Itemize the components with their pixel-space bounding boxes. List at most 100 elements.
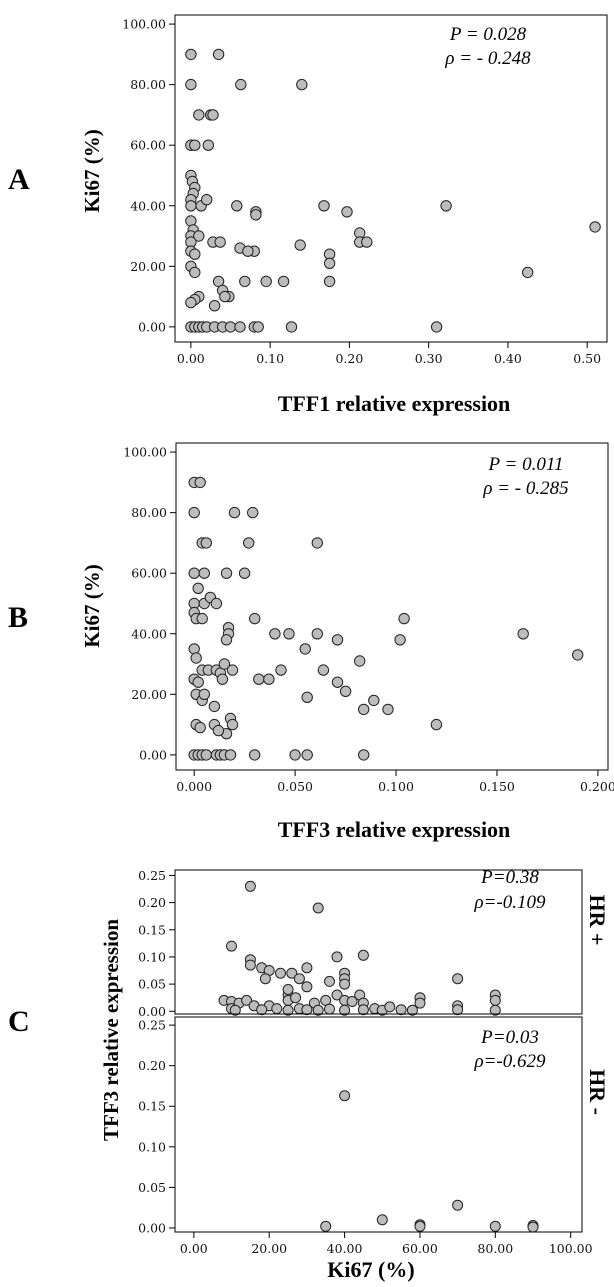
panel-c-top-plot-frame	[174, 869, 583, 1015]
data-point	[489, 1004, 501, 1016]
data-point	[430, 321, 443, 333]
data-point	[188, 506, 200, 519]
data-point	[285, 321, 298, 333]
data-point	[263, 673, 275, 685]
panel-c-bottom-points	[320, 1090, 539, 1233]
data-point	[358, 749, 370, 761]
data-point	[220, 634, 233, 646]
data-point	[198, 688, 211, 700]
data-point	[193, 230, 205, 242]
data-point	[354, 655, 366, 667]
panel-b-points	[188, 476, 584, 761]
data-point	[398, 612, 410, 625]
data-point	[589, 221, 601, 233]
data-point	[312, 902, 324, 914]
data-point	[208, 700, 221, 713]
data-point	[522, 266, 534, 279]
data-point	[376, 1214, 388, 1226]
y-tick-label: 0.00	[139, 747, 167, 762]
y-tick-label: 0.00	[138, 1004, 166, 1019]
panel-c-hr-positive-label: HR +	[585, 894, 610, 945]
x-tick-label: 0.200	[580, 779, 614, 794]
panel-a-y-label: Ki67 (%)	[80, 129, 104, 212]
data-point	[430, 718, 443, 731]
data-point	[289, 749, 301, 761]
data-point	[414, 1220, 426, 1232]
data-point	[317, 664, 330, 676]
data-point	[244, 880, 256, 892]
panel-c-y-label: TFF3 relative expression	[99, 919, 123, 1141]
data-point	[311, 628, 323, 640]
data-point	[220, 567, 233, 579]
panel-c-hr-negative-label: HR -	[585, 1069, 610, 1115]
y-tick-label: 0.10	[138, 1139, 166, 1154]
data-point	[346, 996, 358, 1007]
y-tick-label: 20.00	[130, 259, 166, 274]
data-point	[527, 1221, 539, 1233]
data-point	[198, 567, 211, 579]
y-tick-label: 40.00	[131, 626, 167, 641]
y-tick-label: 80.00	[130, 77, 166, 92]
y-tick-label: 0.10	[138, 949, 166, 964]
data-point	[358, 703, 370, 716]
data-point	[320, 1220, 332, 1232]
data-point	[244, 959, 256, 971]
x-tick-label: 40.00	[327, 1241, 363, 1256]
panel-a-points	[185, 48, 601, 333]
data-point	[234, 321, 246, 333]
data-point	[207, 109, 219, 121]
data-point	[293, 973, 305, 985]
y-tick-label: 0.20	[138, 1058, 166, 1073]
data-point	[212, 48, 225, 61]
data-point	[286, 967, 298, 979]
data-point	[296, 78, 308, 91]
data-point	[200, 749, 213, 761]
data-point	[239, 275, 251, 288]
panel-c-x-label: Ki67 (%)	[327, 1257, 414, 1282]
data-point	[202, 139, 215, 151]
data-point	[256, 1004, 268, 1016]
data-point	[452, 1199, 464, 1211]
data-point	[301, 691, 313, 703]
data-point	[290, 992, 302, 1004]
data-point	[228, 506, 241, 519]
y-tick-label: 0.00	[138, 319, 166, 334]
x-tick-label: 0.00	[177, 351, 205, 366]
data-point	[238, 567, 251, 579]
data-point	[331, 634, 344, 646]
y-tick-label: 20.00	[131, 687, 167, 702]
panel-a-plot-frame	[174, 14, 608, 343]
data-point	[283, 628, 295, 640]
x-tick-label: 0.000	[176, 779, 212, 794]
data-point	[395, 1004, 407, 1016]
data-point	[210, 597, 223, 610]
data-point	[406, 1004, 418, 1016]
data-point	[384, 1001, 396, 1013]
data-point	[250, 209, 262, 221]
data-point	[200, 537, 213, 549]
data-point	[414, 997, 426, 1009]
data-point	[282, 1004, 294, 1016]
panel-b-letter: B	[8, 601, 28, 634]
y-tick-label: 0.00	[138, 1220, 166, 1235]
data-point	[301, 749, 313, 761]
panel-c-bottom-plot-frame	[174, 1016, 583, 1233]
data-point	[249, 612, 261, 625]
data-point	[185, 296, 197, 309]
y-tick-label: 0.25	[138, 868, 166, 883]
data-point	[216, 673, 229, 685]
data-point	[192, 582, 204, 594]
x-tick-label: 60.00	[402, 1241, 438, 1256]
data-point	[226, 664, 239, 676]
data-point	[489, 994, 501, 1006]
data-point	[301, 1004, 313, 1016]
panel-c-letter: C	[8, 1005, 30, 1038]
x-tick-label: 0.150	[479, 779, 515, 794]
data-point	[189, 266, 201, 279]
panel-c-bottom-ticks: 0.00 0.05 0.10 0.15 0.20 0.25 0.00 20.00 40.00 60…	[138, 1018, 592, 1256]
panel-a: A Ki67 (%) TFF1 relative expression P = …	[8, 14, 608, 416]
data-point	[252, 321, 264, 333]
data-point	[361, 236, 373, 248]
data-point	[440, 200, 452, 212]
x-tick-label: 80.00	[477, 1241, 513, 1256]
